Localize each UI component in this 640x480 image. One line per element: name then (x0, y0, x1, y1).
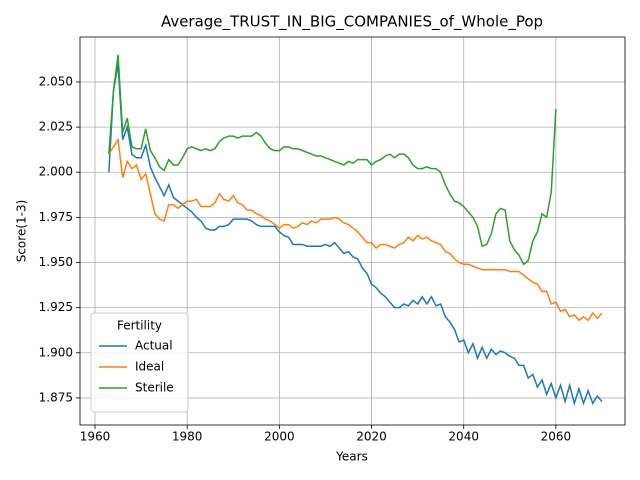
legend: Fertility Actual Ideal Sterile (90, 312, 189, 413)
y-tick-label: 2.050 (39, 74, 73, 88)
y-tick-label: 2.000 (39, 165, 73, 179)
legend-label: Ideal (135, 360, 164, 374)
x-tick-label: 2000 (264, 430, 295, 444)
plot-frame (79, 36, 626, 426)
y-tick-label: 1.925 (39, 300, 73, 314)
x-tick-label: 1960 (80, 430, 111, 444)
data-line (108, 54, 557, 266)
y-tick-label: 1.950 (39, 255, 73, 269)
data-line (108, 63, 603, 407)
data-line (108, 137, 603, 322)
y-tick-label: 2.025 (39, 120, 73, 134)
legend-label: Actual (135, 339, 173, 353)
chart-title: Average_TRUST_IN_BIG_COMPANIES_of_Whole_… (161, 13, 543, 32)
y-axis-label: Score(1-3) (15, 200, 29, 263)
x-tick-label: 1980 (172, 430, 203, 444)
legend-title: Fertility (117, 319, 162, 333)
x-tick-label: 2040 (448, 430, 479, 444)
y-tick-label: 1.875 (39, 390, 73, 404)
x-axis-label: Years (335, 450, 368, 464)
y-tick-label: 1.900 (39, 345, 73, 359)
x-tick-label: 2060 (541, 430, 572, 444)
x-tick-label: 2020 (356, 430, 387, 444)
legend-label: Sterile (135, 381, 174, 395)
y-tick-label: 1.975 (39, 210, 73, 224)
